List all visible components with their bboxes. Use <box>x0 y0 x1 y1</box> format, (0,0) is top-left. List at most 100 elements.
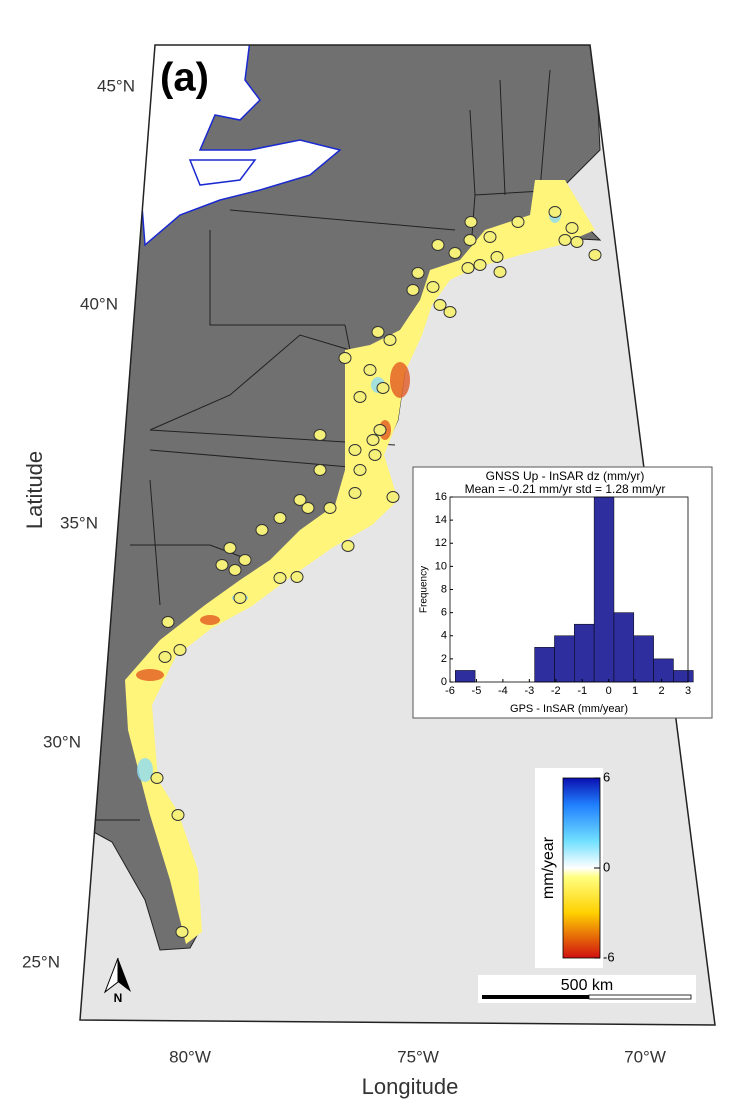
y-tick-label: 14 <box>435 514 447 526</box>
gnss-site <box>493 266 507 278</box>
gnss-site <box>223 542 237 554</box>
panel-label: (a) <box>160 56 209 100</box>
bar <box>554 635 575 683</box>
gnss-site <box>348 487 362 499</box>
gnss-site <box>273 512 287 524</box>
x-tick-label: -6 <box>445 685 455 697</box>
x-tick-label: -3 <box>524 685 534 697</box>
x-axis-title: GPS - InSAR (mm/year) <box>510 703 628 715</box>
gnss-site <box>313 464 327 476</box>
gnss-site <box>588 249 602 261</box>
gnss-site <box>228 564 242 576</box>
lat-label: 30°N <box>43 732 81 751</box>
bar <box>673 670 694 683</box>
gnss-site <box>463 234 477 246</box>
y-tick-label: 6 <box>441 607 447 619</box>
gnss-site <box>293 494 307 506</box>
gnss-site <box>341 540 355 552</box>
gnss-site <box>473 259 487 271</box>
colorbar-tick-label: -6 <box>603 949 615 964</box>
gnss-site <box>273 572 287 584</box>
gnss-site <box>175 926 189 938</box>
x-tick-label: 1 <box>632 685 638 697</box>
colorbar-label: mm/year <box>540 836 557 899</box>
y-tick-label: 12 <box>435 537 447 549</box>
lon-label: 70°W <box>624 1047 666 1066</box>
y-tick-label: 4 <box>441 630 447 642</box>
x-tick-label: 2 <box>658 685 664 697</box>
gnss-site <box>426 281 440 293</box>
gnss-site <box>490 251 504 263</box>
gnss-site <box>461 262 475 274</box>
gnss-site <box>238 554 252 566</box>
inset-subtitle: Mean = -0.21 mm/yr std = 1.28 mm/yr <box>465 482 666 496</box>
gnss-site <box>376 382 390 394</box>
gnss-site <box>255 524 269 536</box>
gnss-site <box>448 247 462 259</box>
lon-label: 80°W <box>169 1047 211 1066</box>
y-tick-label: 2 <box>441 653 447 665</box>
north-label: N <box>114 991 123 1005</box>
gnss-site <box>150 772 164 784</box>
gnss-site <box>406 284 420 296</box>
gnss-site <box>338 352 352 364</box>
bar <box>593 496 615 683</box>
scale-bar-label: 500 km <box>561 977 613 994</box>
gnss-site <box>433 299 447 311</box>
gnss-site <box>301 502 315 514</box>
gnss-site <box>411 267 425 279</box>
y-tick-label: 8 <box>441 583 447 595</box>
insar-coverage <box>125 180 595 944</box>
scale-bar <box>588 994 692 1000</box>
gnss-site <box>363 364 377 376</box>
x-tick-label: -1 <box>577 685 587 697</box>
inset-title: GNSS Up - InSAR dz (mm/yr) <box>486 469 645 483</box>
gnss-site <box>383 334 397 346</box>
x-tick-label: 3 <box>685 685 691 697</box>
gnss-site <box>313 429 327 441</box>
colorbar-tick-label: 0 <box>603 859 610 874</box>
map-frame <box>79 44 716 1026</box>
bar <box>633 635 654 683</box>
gnss-site <box>483 231 497 243</box>
lon-label: 75°W <box>397 1047 439 1066</box>
gnss-site <box>158 651 172 663</box>
gnss-site <box>443 306 457 318</box>
gnss-site <box>373 424 387 436</box>
colorbar <box>562 777 601 959</box>
gnss-site <box>171 809 185 821</box>
gnss-site <box>558 234 572 246</box>
gnss-site <box>173 644 187 656</box>
lat-label: 45°N <box>97 76 135 95</box>
gnss-site <box>161 616 175 628</box>
gnss-site <box>511 216 525 228</box>
bar <box>653 658 674 683</box>
y-tick-label: 10 <box>435 560 447 572</box>
gnss-site <box>353 391 367 403</box>
gnss-site <box>371 326 385 338</box>
lat-label: 35°N <box>60 513 98 532</box>
bar <box>613 612 635 683</box>
gnss-site <box>366 434 380 446</box>
gnss-site <box>323 502 337 514</box>
x-tick-label: -2 <box>551 685 561 697</box>
gnss-sites <box>150 206 602 938</box>
colorbar-tick-label: 6 <box>603 769 610 784</box>
gnss-site <box>548 206 562 218</box>
x-tick-label: 0 <box>606 685 612 697</box>
great-lakes <box>139 45 342 247</box>
scale-bar <box>482 995 589 999</box>
x-tick-label: -5 <box>472 685 482 697</box>
gnss-site <box>368 449 382 461</box>
gnss-site <box>290 571 304 583</box>
bar <box>455 670 476 683</box>
gnss-site <box>431 239 445 251</box>
gnss-site <box>215 559 229 571</box>
y-axis-title: Latitude <box>22 451 47 529</box>
bar <box>534 647 555 683</box>
y-axis-title: Frequency <box>419 566 430 613</box>
x-axis-title: Longitude <box>362 1074 459 1099</box>
gnss-site <box>386 491 400 503</box>
